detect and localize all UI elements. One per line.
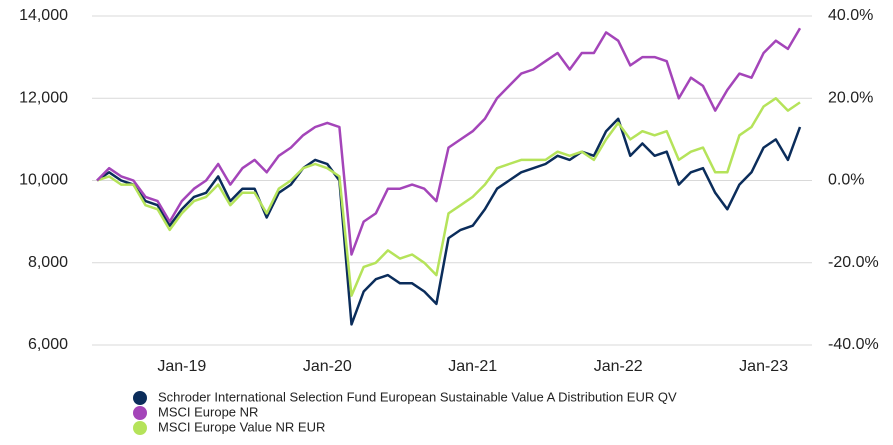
legend-label: MSCI Europe Value NR EUR xyxy=(158,419,325,434)
series-line xyxy=(96,117,802,326)
series-line xyxy=(96,97,801,297)
legend-marker xyxy=(133,391,147,405)
legend-marker xyxy=(133,406,147,420)
x-tick-label: Jan-23 xyxy=(739,358,788,375)
legend-marker xyxy=(133,421,147,435)
y-tick-label: 8,000 xyxy=(28,254,68,271)
x-tick-label: Jan-21 xyxy=(448,358,497,375)
y-tick-label: 6,000 xyxy=(28,336,68,353)
y-tick-label: 14,000 xyxy=(19,7,68,24)
y2-tick-label: 20.0% xyxy=(828,89,873,106)
legend-label: MSCI Europe NR xyxy=(158,404,258,419)
x-tick-label: Jan-20 xyxy=(303,358,352,375)
y2-tick-label: 0.0% xyxy=(828,172,864,189)
x-tick-label: Jan-19 xyxy=(157,358,206,375)
y-tick-label: 12,000 xyxy=(19,89,68,106)
y2-tick-label: 40.0% xyxy=(828,7,873,24)
y2-tick-label: -20.0% xyxy=(828,254,879,271)
y-tick-label: 10,000 xyxy=(19,172,68,189)
legend-label: Schroder International Selection Fund Eu… xyxy=(158,389,677,404)
series-line xyxy=(96,27,802,256)
y2-tick-label: -40.0% xyxy=(828,336,879,353)
x-tick-label: Jan-22 xyxy=(594,358,643,375)
